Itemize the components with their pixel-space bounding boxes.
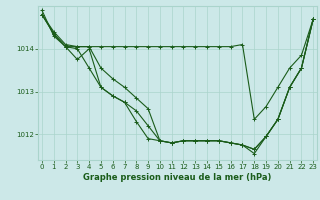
X-axis label: Graphe pression niveau de la mer (hPa): Graphe pression niveau de la mer (hPa) [84,173,272,182]
